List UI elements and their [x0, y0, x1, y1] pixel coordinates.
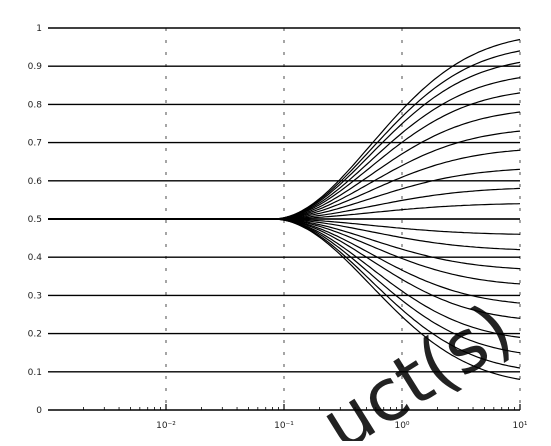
series-line: [48, 218, 521, 285]
y-tick-label: 0.9: [28, 62, 43, 72]
x-tick-label: 10⁻²: [156, 421, 176, 431]
y-tick-label: 0.5: [28, 215, 42, 225]
y-tick-label: 0.3: [28, 291, 42, 301]
series-line: [48, 218, 521, 270]
y-tick-label: 0.2: [28, 330, 42, 340]
y-tick-label: 0.1: [28, 368, 42, 378]
x-tick-label: 10¹: [512, 421, 527, 431]
y-tick-label: 0: [36, 406, 42, 416]
series-line: [48, 111, 521, 220]
y-tick-label: 0.6: [28, 177, 43, 187]
y-tick-label: 0.4: [28, 253, 43, 263]
series-layer: [48, 38, 521, 380]
series-line: [48, 203, 521, 220]
series-line: [48, 61, 521, 220]
watermark-text: uct(s): [307, 286, 527, 441]
x-tick-label: 10⁰: [394, 421, 409, 431]
y-tick-label: 0.8: [28, 100, 43, 110]
y-tick-label: 0.7: [28, 139, 42, 149]
series-line: [48, 218, 521, 380]
x-tick-label: 10⁻¹: [274, 421, 294, 431]
series-line: [48, 92, 521, 220]
watermark-layer: uct(s): [307, 286, 527, 446]
series-line: [48, 168, 521, 220]
series-line: [48, 187, 521, 220]
tick-layer: 0 0.1 0.2 0.3 0.4 0.5 0.6 0.7 0.8 0.9 1 10⁻² 10⁻¹ 10⁰…: [28, 24, 528, 431]
y-tick-label: 1: [36, 24, 42, 34]
